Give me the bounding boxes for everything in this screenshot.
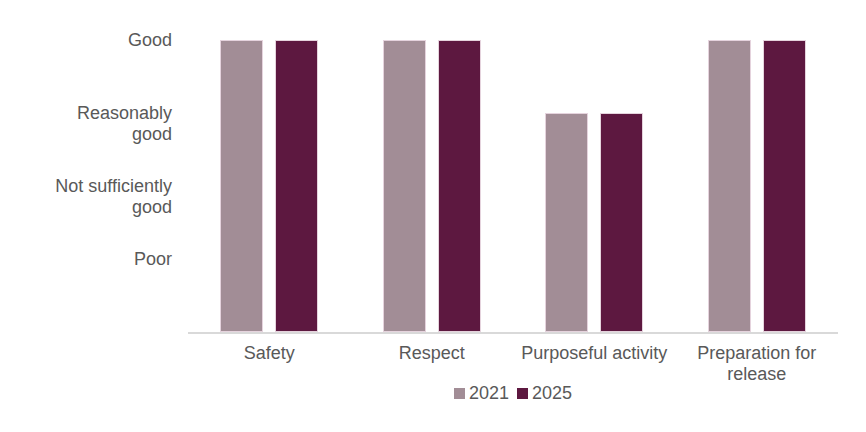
bar-2025 (438, 40, 481, 332)
legend-swatch-icon (517, 388, 528, 399)
bar-2021 (383, 40, 426, 332)
x-category-label: Preparation for release (676, 343, 839, 385)
legend-item-2021: 2021 (454, 383, 509, 404)
y-tick-label: Not sufficiently good (48, 176, 172, 218)
legend: 2021 2025 (188, 383, 838, 404)
legend-label: 2025 (532, 383, 572, 404)
legend-item-2025: 2025 (517, 383, 572, 404)
bar-group (513, 0, 676, 332)
bar-2025 (763, 40, 806, 332)
bar-chart: Good Reasonably good Not sufficiently good… (0, 0, 866, 432)
y-tick-label: Reasonably good (48, 103, 172, 145)
legend-swatch-icon (454, 388, 465, 399)
bar-group (676, 0, 839, 332)
y-tick-label: Good (48, 30, 172, 51)
legend-label: 2021 (469, 383, 509, 404)
plot-area (188, 0, 838, 332)
bar-2021 (220, 40, 263, 332)
bar-group (351, 0, 514, 332)
x-axis-labels: SafetyRespectPurposeful activityPreparat… (188, 343, 838, 385)
x-axis-line (188, 332, 838, 334)
bar-2021 (708, 40, 751, 332)
bar-2021 (545, 113, 588, 332)
x-category-label: Respect (351, 343, 514, 385)
x-category-label: Safety (188, 343, 351, 385)
x-category-label: Purposeful activity (513, 343, 676, 385)
bar-2025 (275, 40, 318, 332)
y-tick-label: Poor (48, 249, 172, 270)
bar-2025 (600, 113, 643, 332)
bar-group (188, 0, 351, 332)
